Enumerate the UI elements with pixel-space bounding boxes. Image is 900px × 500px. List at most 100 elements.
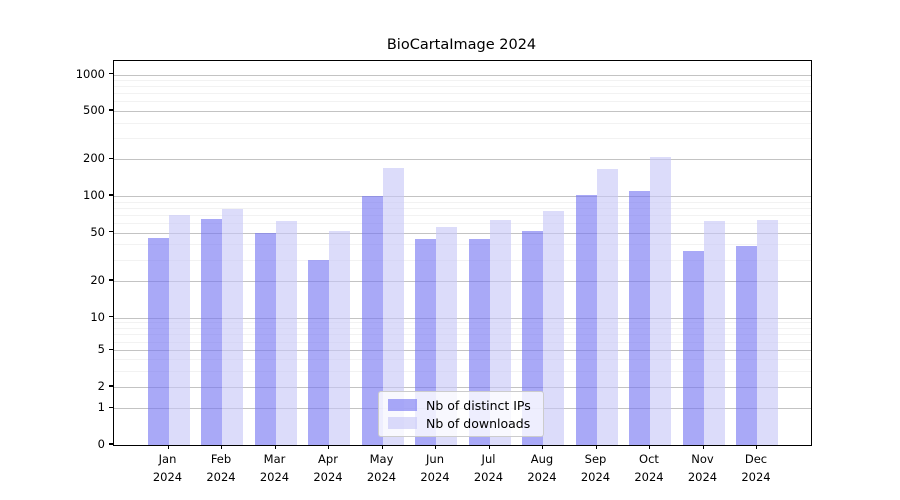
gridline-minor <box>114 370 811 372</box>
gridline-minor <box>114 207 811 209</box>
y-tick-label: 5 <box>97 342 105 357</box>
bar-downloads <box>382 168 404 445</box>
chart-title: BioCartaImage 2024 <box>386 37 537 53</box>
y-tick-label: 200 <box>83 151 105 166</box>
x-tick-label: May 2024 <box>366 452 397 484</box>
y-tick-label: 100 <box>83 188 105 202</box>
y-tick-label: 500 <box>83 103 105 118</box>
x-tick-label: Sep 2024 <box>580 452 611 484</box>
gridline-major <box>114 196 811 197</box>
gridline-major <box>114 317 811 319</box>
x-tick-mark <box>221 445 223 449</box>
bar-downloads <box>222 209 243 445</box>
gridline-minor <box>114 138 811 140</box>
x-tick-mark <box>328 445 330 449</box>
x-tick-mark <box>167 445 169 449</box>
x-tick-mark <box>435 445 437 449</box>
gridline-major <box>114 159 811 161</box>
x-tick-label: Jun 2024 <box>420 452 450 484</box>
y-tick-mark <box>109 109 113 111</box>
x-tick-label: Aug 2024 <box>527 452 557 484</box>
bar-downloads <box>436 226 457 445</box>
bar-distinct-ips <box>254 232 276 445</box>
legend-label: Nb of downloads <box>426 415 531 431</box>
legend-item-downloads: Nb of downloads <box>379 416 543 431</box>
gridline-minor <box>114 259 811 261</box>
y-tick-label: 10 <box>90 309 105 324</box>
bar-downloads <box>650 157 671 445</box>
gridline-major <box>114 111 811 113</box>
gridline-minor <box>114 341 811 343</box>
y-tick-label: 50 <box>90 224 105 239</box>
bar-downloads <box>168 214 190 445</box>
gridline-minor <box>114 327 811 329</box>
gridline-minor <box>114 244 811 246</box>
x-tick-mark <box>702 445 704 449</box>
gridline-minor <box>114 334 811 336</box>
bar-distinct-ips <box>736 245 757 445</box>
legend-swatch-distinct-ips <box>388 399 417 411</box>
gridline-minor <box>114 359 811 361</box>
bar-downloads <box>489 219 511 445</box>
legend-swatch-downloads <box>388 417 417 429</box>
legend-item-distinct-ips: Nb of distinct IPs <box>379 398 543 413</box>
y-tick-mark <box>109 443 113 445</box>
bar-downloads <box>329 230 350 445</box>
gridline-minor <box>114 322 811 324</box>
x-tick-mark <box>595 445 597 449</box>
gridline-minor <box>114 222 811 224</box>
x-tick-mark <box>542 445 544 449</box>
x-tick-label: Apr 2024 <box>313 452 343 484</box>
x-tick-label: Feb 2024 <box>206 452 236 484</box>
y-tick-label: 0 <box>97 437 105 451</box>
gridline-major <box>114 232 811 234</box>
y-tick-label: 20 <box>90 272 105 287</box>
y-tick-mark <box>109 315 113 318</box>
y-tick-mark <box>109 385 113 387</box>
legend-label: Nb of distinct IPs <box>426 397 531 413</box>
y-tick-label: 2 <box>97 379 105 393</box>
y-tick-mark <box>109 72 113 75</box>
bar-distinct-ips <box>575 194 597 445</box>
legend: Nb of distinct IPs Nb of downloads <box>378 391 544 437</box>
bar-downloads <box>275 221 297 445</box>
bar-distinct-ips <box>361 196 383 445</box>
gridline-minor <box>114 93 811 95</box>
bar-distinct-ips <box>308 259 329 445</box>
bar-distinct-ips <box>147 238 169 445</box>
x-tick-label: Nov 2024 <box>687 452 718 484</box>
bar-downloads <box>703 221 725 445</box>
gridline-minor <box>114 214 811 216</box>
x-tick-label: Oct 2024 <box>634 452 664 484</box>
gridline-minor <box>114 122 811 124</box>
bar-distinct-ips <box>201 218 222 445</box>
gridline-major <box>114 74 811 76</box>
gridline-major <box>114 387 811 388</box>
bar-downloads <box>543 211 564 445</box>
y-tick-mark <box>109 348 113 350</box>
gridline-major <box>114 280 811 282</box>
gridline-minor <box>114 201 811 203</box>
y-tick-mark <box>109 230 113 233</box>
y-tick-mark <box>109 194 113 196</box>
y-tick-mark <box>109 279 113 281</box>
bar-distinct-ips <box>629 190 650 445</box>
y-tick-label: 1 <box>97 400 105 415</box>
bar-downloads <box>757 219 778 445</box>
bar-downloads <box>596 168 618 445</box>
x-tick-label: Jul 2024 <box>473 452 504 484</box>
gridline-minor <box>114 86 811 88</box>
y-tick-label: 1000 <box>75 66 105 81</box>
y-tick-mark <box>109 157 113 159</box>
x-tick-label: Jan 2024 <box>152 452 183 484</box>
gridline-minor <box>114 80 811 82</box>
x-tick-mark <box>488 445 490 449</box>
x-tick-label: Dec 2024 <box>741 452 771 484</box>
x-tick-mark <box>274 445 276 449</box>
x-tick-mark <box>381 445 383 449</box>
y-tick-mark <box>109 406 113 408</box>
plot-area <box>113 60 812 446</box>
x-tick-mark <box>756 445 758 449</box>
x-tick-label: Mar 2024 <box>259 452 290 484</box>
